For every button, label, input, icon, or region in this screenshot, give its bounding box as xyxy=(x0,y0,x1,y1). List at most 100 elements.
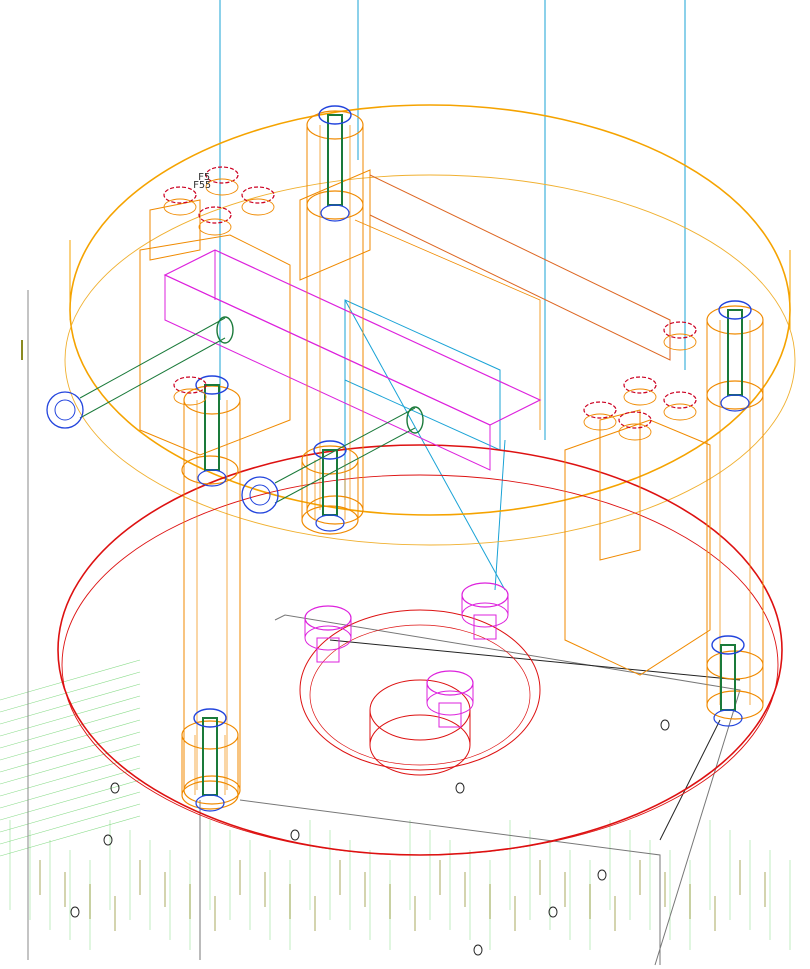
grid-line xyxy=(0,791,141,833)
bolt-shaft xyxy=(727,309,743,396)
base-frame-edge xyxy=(274,614,741,966)
nut-cap xyxy=(173,376,207,394)
base-hole xyxy=(548,906,558,918)
magenta-cap-side xyxy=(426,683,474,703)
mounting-block xyxy=(139,234,291,456)
grid-line xyxy=(0,707,141,749)
cross-bolt-head-inner xyxy=(249,484,271,506)
grid-line xyxy=(0,719,141,761)
fastener-bolts xyxy=(46,105,752,812)
bolt-shaft xyxy=(202,717,218,796)
cross-bolt-head xyxy=(46,391,84,429)
bolt-shaft xyxy=(204,384,220,471)
upper-plate-edge xyxy=(69,240,791,330)
bolt-head xyxy=(711,635,745,655)
post-bottom-rim xyxy=(183,775,241,805)
post-mid-rim xyxy=(706,380,764,410)
lower-plate-hub-top xyxy=(369,679,471,741)
cyan-guide-line xyxy=(494,439,506,591)
grid-line xyxy=(0,671,141,713)
base-hole xyxy=(290,829,300,841)
magenta-cap-side xyxy=(304,618,352,638)
nut-cap xyxy=(663,391,697,409)
magenta-cap-stem xyxy=(438,702,462,728)
bolt-washer xyxy=(320,204,350,222)
grid-line xyxy=(0,731,141,773)
grey-base-frame xyxy=(70,614,741,966)
nut-cap xyxy=(583,401,617,419)
lower-plate-bore-inner xyxy=(309,624,531,766)
annotation-labels: F55 F5 xyxy=(193,172,211,191)
mounting-block xyxy=(149,199,201,261)
base-hole xyxy=(70,906,80,918)
lower-circular-plate[interactable] xyxy=(57,444,783,856)
nut-cap-base xyxy=(663,403,697,421)
lower-plate-bore xyxy=(299,609,541,771)
base-hole xyxy=(455,782,465,794)
ground-grid-layer xyxy=(0,290,791,960)
bolt-head xyxy=(313,440,347,460)
magenta-cap-stem xyxy=(316,637,340,663)
lower-plate-inner-rim xyxy=(61,474,779,856)
cross-bolt-end xyxy=(216,316,234,344)
nut-cap-base xyxy=(623,388,657,406)
bolt-washer xyxy=(720,394,750,412)
slide-rail-side xyxy=(164,274,491,471)
lower-plate-hub-side xyxy=(369,710,471,745)
post-top-rim xyxy=(183,385,241,415)
grid-line xyxy=(0,695,141,737)
magenta-cap-side xyxy=(461,595,509,615)
cross-bolt-edge xyxy=(274,427,416,504)
orange-mounting-blocks xyxy=(139,169,711,676)
bolt-washer xyxy=(315,514,345,532)
lower-plate-hub-bottom xyxy=(369,714,471,776)
nut-cap-base xyxy=(163,198,197,216)
base-frame-edge xyxy=(239,799,661,965)
vertical-support-posts[interactable] xyxy=(181,110,764,810)
bolt-head xyxy=(318,105,352,125)
bolt-head xyxy=(193,708,227,728)
post-mid-rim xyxy=(306,190,364,220)
note-label-1: F55 xyxy=(193,180,211,191)
grid-line xyxy=(0,659,141,701)
grid-line xyxy=(0,779,141,821)
guide-bar xyxy=(369,174,671,361)
nut-cap-base xyxy=(663,333,697,351)
nut-cap xyxy=(198,206,232,224)
note-label-2: F5 xyxy=(198,172,210,183)
base-hole xyxy=(110,782,120,794)
lower-plate-outer-rim xyxy=(57,444,783,856)
guide-bar-edge xyxy=(354,219,541,430)
upper-circular-plate[interactable] xyxy=(64,104,796,546)
nut-cap xyxy=(663,321,697,339)
cross-bolt-head-inner xyxy=(54,399,76,421)
base-frame-edge xyxy=(659,719,721,841)
mounting-block xyxy=(564,419,711,676)
post-bottom-rim xyxy=(301,505,359,535)
nut-cap-base xyxy=(618,423,652,441)
cross-bolt-edge xyxy=(79,337,226,419)
cross-bolt-end xyxy=(406,406,424,434)
grid-line xyxy=(0,803,141,845)
nut-cap-base xyxy=(205,178,239,196)
bolt-head xyxy=(718,300,752,320)
nut-cap xyxy=(205,166,239,184)
magenta-cap-stem xyxy=(473,614,497,640)
magenta-slide-rail[interactable] xyxy=(163,249,542,728)
nut-cap-base xyxy=(241,198,275,216)
cross-bolt-edge xyxy=(274,407,416,484)
mounting-block xyxy=(299,169,371,281)
nut-cap-base xyxy=(173,388,207,406)
nut-cap-base xyxy=(198,218,232,236)
cyan-slot xyxy=(344,299,501,451)
nut-cap xyxy=(618,411,652,429)
nut-cap xyxy=(163,186,197,204)
grid-line xyxy=(0,767,141,809)
bolt-washer xyxy=(713,709,743,727)
grid-line xyxy=(0,743,141,785)
base-frame-edge xyxy=(329,639,741,681)
slide-rail-top xyxy=(163,249,542,426)
base-hole xyxy=(473,944,483,956)
